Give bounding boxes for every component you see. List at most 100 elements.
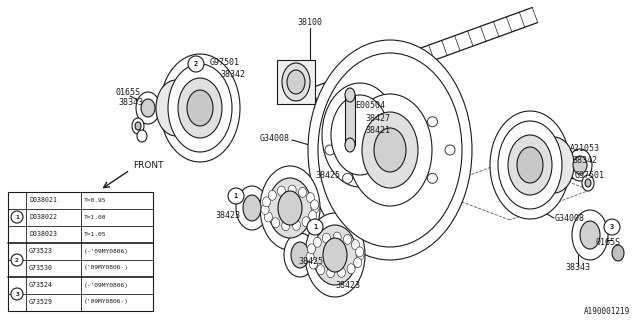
- Text: 38343: 38343: [118, 98, 143, 107]
- Ellipse shape: [337, 268, 346, 277]
- Ellipse shape: [354, 258, 362, 268]
- Text: 38425: 38425: [315, 171, 340, 180]
- Ellipse shape: [385, 105, 395, 115]
- Text: 0165S: 0165S: [595, 237, 620, 246]
- Ellipse shape: [141, 99, 155, 117]
- Ellipse shape: [264, 212, 273, 222]
- Ellipse shape: [168, 64, 232, 152]
- Ellipse shape: [187, 90, 213, 126]
- Ellipse shape: [331, 95, 389, 175]
- Text: ('09MY0806-): ('09MY0806-): [84, 266, 129, 270]
- Text: 38423: 38423: [335, 281, 360, 290]
- Ellipse shape: [287, 70, 305, 94]
- Text: 38427: 38427: [365, 114, 390, 123]
- Ellipse shape: [288, 185, 296, 195]
- Ellipse shape: [428, 173, 437, 183]
- Text: 1: 1: [15, 214, 19, 220]
- Ellipse shape: [311, 203, 319, 213]
- Ellipse shape: [318, 53, 462, 247]
- Ellipse shape: [347, 264, 355, 274]
- Ellipse shape: [573, 156, 587, 174]
- Text: (-'09MY0806): (-'09MY0806): [84, 249, 129, 253]
- Text: (-'09MY0806): (-'09MY0806): [84, 283, 129, 287]
- Text: 38342: 38342: [572, 156, 597, 164]
- Ellipse shape: [137, 130, 147, 142]
- Ellipse shape: [517, 147, 543, 183]
- Ellipse shape: [325, 145, 335, 155]
- Circle shape: [228, 188, 244, 204]
- Ellipse shape: [302, 217, 310, 227]
- Text: A190001219: A190001219: [584, 308, 630, 316]
- Ellipse shape: [568, 149, 592, 181]
- Circle shape: [188, 56, 204, 72]
- Circle shape: [604, 219, 620, 235]
- Ellipse shape: [308, 40, 472, 260]
- Ellipse shape: [178, 78, 222, 138]
- Ellipse shape: [305, 213, 365, 297]
- Text: G34008: G34008: [260, 133, 290, 142]
- Ellipse shape: [291, 242, 309, 268]
- Ellipse shape: [612, 245, 624, 261]
- Ellipse shape: [307, 193, 314, 203]
- Ellipse shape: [243, 195, 261, 221]
- Ellipse shape: [306, 252, 314, 261]
- Text: D038022: D038022: [29, 214, 57, 220]
- Text: 2: 2: [15, 258, 19, 262]
- Text: E00504: E00504: [355, 100, 385, 109]
- Ellipse shape: [322, 83, 398, 187]
- Text: 38425: 38425: [298, 258, 323, 267]
- Ellipse shape: [136, 92, 160, 124]
- Text: 0165S: 0165S: [115, 87, 140, 97]
- Ellipse shape: [135, 122, 141, 130]
- Text: G34008: G34008: [555, 213, 585, 222]
- Ellipse shape: [345, 88, 355, 102]
- Ellipse shape: [351, 240, 360, 250]
- Bar: [345, 95, 355, 145]
- Ellipse shape: [428, 117, 437, 127]
- Text: A21053: A21053: [570, 143, 600, 153]
- Ellipse shape: [309, 259, 317, 269]
- Ellipse shape: [572, 210, 608, 260]
- Ellipse shape: [313, 225, 357, 285]
- Ellipse shape: [348, 94, 432, 206]
- Ellipse shape: [374, 128, 406, 172]
- Ellipse shape: [156, 80, 196, 136]
- Ellipse shape: [508, 135, 552, 195]
- Bar: [8, 192, 153, 311]
- Text: D038023: D038023: [29, 231, 57, 237]
- Ellipse shape: [585, 179, 591, 187]
- Ellipse shape: [160, 54, 240, 162]
- Ellipse shape: [260, 166, 320, 250]
- Text: 3: 3: [610, 224, 614, 230]
- Ellipse shape: [132, 118, 144, 134]
- Ellipse shape: [362, 112, 418, 188]
- Ellipse shape: [385, 185, 395, 195]
- Circle shape: [11, 211, 23, 223]
- Ellipse shape: [310, 200, 319, 210]
- Ellipse shape: [271, 218, 280, 228]
- Text: G73523: G73523: [29, 248, 53, 254]
- Text: 38342: 38342: [220, 69, 245, 78]
- Ellipse shape: [314, 237, 321, 247]
- Ellipse shape: [292, 220, 300, 230]
- Circle shape: [11, 288, 23, 300]
- Text: ('09MY0806-): ('09MY0806-): [84, 300, 129, 305]
- Ellipse shape: [278, 191, 302, 225]
- Text: G73529: G73529: [29, 299, 53, 305]
- Ellipse shape: [282, 221, 290, 231]
- Text: 2: 2: [194, 61, 198, 67]
- Ellipse shape: [236, 186, 268, 230]
- Text: 38343: 38343: [566, 263, 591, 273]
- Bar: [277, 60, 315, 104]
- Text: T=1.00: T=1.00: [84, 214, 106, 220]
- Ellipse shape: [262, 197, 271, 207]
- Text: 3: 3: [15, 292, 19, 297]
- Ellipse shape: [307, 244, 316, 254]
- Ellipse shape: [342, 173, 353, 183]
- Text: G97501: G97501: [210, 58, 240, 67]
- Ellipse shape: [268, 178, 312, 238]
- Text: 1: 1: [313, 224, 317, 230]
- Ellipse shape: [323, 238, 347, 272]
- Ellipse shape: [268, 190, 276, 200]
- Ellipse shape: [534, 137, 574, 193]
